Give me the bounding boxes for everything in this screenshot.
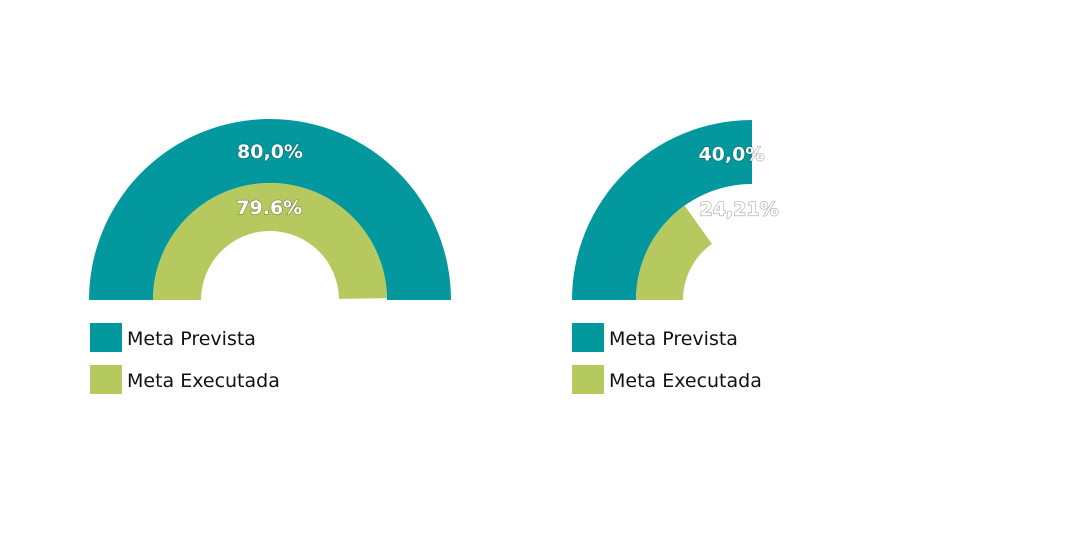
legend-label: Meta Executada bbox=[609, 370, 762, 392]
ring-bar-meta-executada bbox=[636, 205, 712, 300]
chart-1: 80,0% 79.6% Meta Prevista Meta Executada bbox=[89, 119, 451, 394]
ring-bar-meta-executada bbox=[153, 183, 387, 300]
legend-swatch bbox=[572, 365, 604, 394]
legend-swatch bbox=[90, 323, 122, 352]
legend-swatch bbox=[90, 365, 122, 394]
legend-label: Meta Prevista bbox=[127, 328, 256, 350]
ring-bar-meta-prevista bbox=[572, 120, 752, 300]
data-label: 80,0% bbox=[237, 141, 303, 163]
data-label: 40,0% bbox=[698, 143, 764, 165]
chart-2: 40,0% 24,21% Meta Prevista Meta Executada bbox=[572, 120, 779, 394]
legend-label: Meta Prevista bbox=[609, 328, 738, 350]
legend-swatch bbox=[572, 323, 604, 352]
data-label: 24,21% bbox=[700, 198, 779, 220]
ring-bar-meta-prevista bbox=[89, 119, 451, 300]
legend-label: Meta Executada bbox=[127, 370, 280, 392]
data-label: 79.6% bbox=[236, 197, 302, 219]
